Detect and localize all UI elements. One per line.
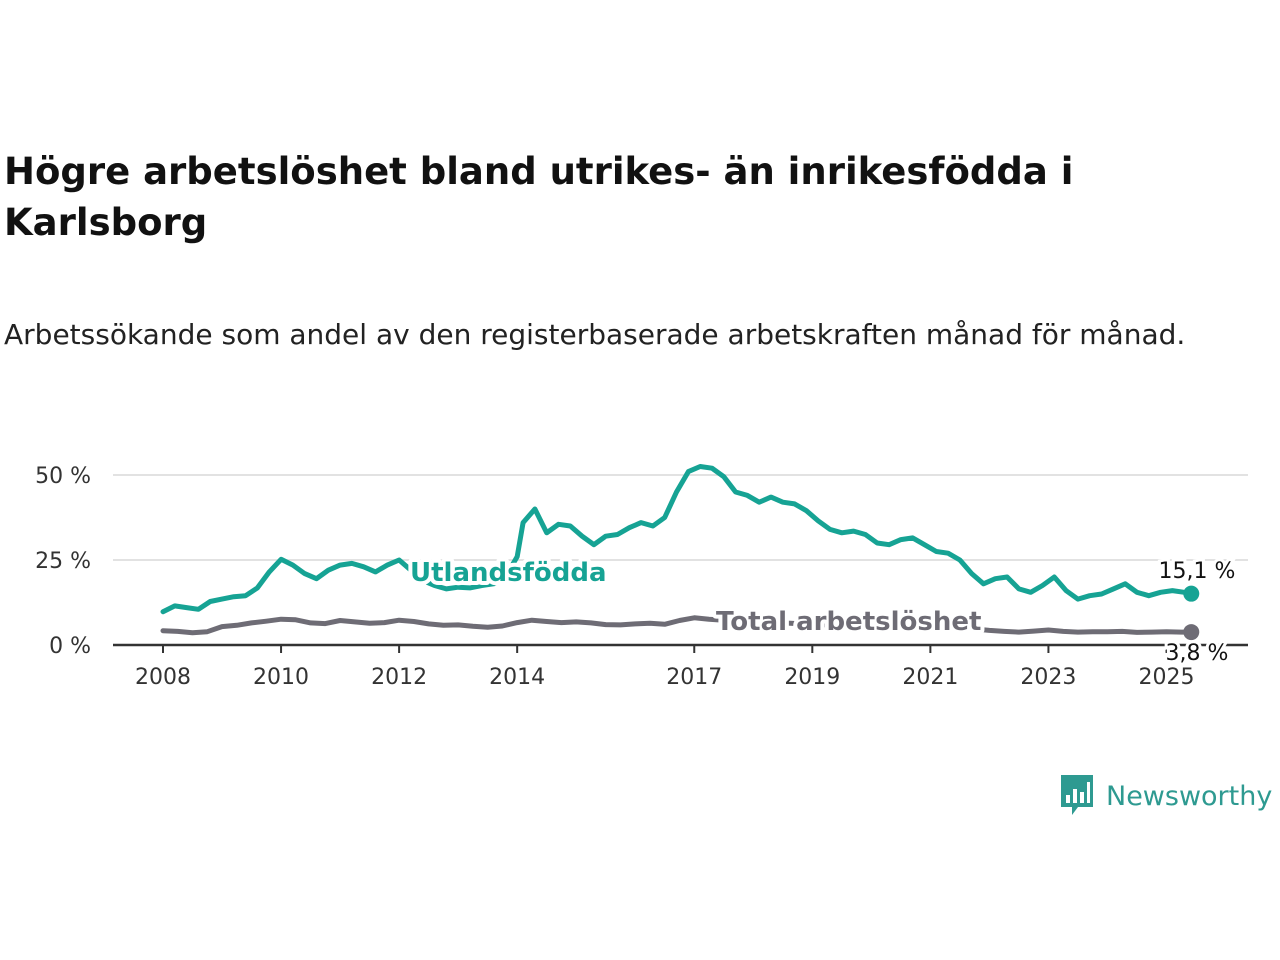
x-tick-label: 2019 [784, 665, 840, 690]
y-tick-label: 50 % [35, 464, 91, 489]
x-tick-label: 2014 [489, 665, 545, 690]
x-tick-label: 2010 [253, 665, 309, 690]
grid-layer [113, 474, 1248, 561]
y-tick-label: 25 % [35, 549, 91, 574]
x-tick-label: 2012 [371, 665, 427, 690]
x-tick-label: 2025 [1138, 665, 1194, 690]
y-tick-label: 0 % [49, 634, 91, 659]
end-value-label-utlandsfodda: 15,1 % [1159, 559, 1236, 584]
page-subtitle: Arbetssökande som andel av den registerb… [4, 318, 1186, 351]
series-line-total [160, 615, 1194, 636]
newsworthy-logo: Newsworthy [1058, 773, 1272, 819]
series-end-point [1183, 624, 1200, 641]
newsworthy-logo-text: Newsworthy [1106, 780, 1273, 812]
end-value-label-total: 3,8 % [1166, 641, 1229, 666]
series-label-utlandsfodda: Utlandsfödda [410, 558, 607, 588]
series-line-utlandsfodda [160, 464, 1194, 615]
label-layer: Utlandsfödda Total arbetslöshet 15,1 % 3,8 … [406, 554, 1238, 669]
series-label-total: Total arbetslöshet [716, 607, 981, 637]
series-layer [160, 464, 1200, 641]
x-tick-label: 2023 [1020, 665, 1076, 690]
page-title: Högre arbetslöshet bland utrikes- än inr… [4, 150, 1074, 244]
newsworthy-logo-icon [1061, 775, 1093, 815]
x-tick-label: 2017 [666, 665, 722, 690]
axis-layer: 0 % 25 % 50 % 2008 2010 2012 2014 2017 2019 2021 2… [35, 464, 1248, 690]
line-chart: 0 % 25 % 50 % 2008 2010 2012 2014 2017 2019 2021 2… [35, 464, 1248, 690]
series-end-point [1183, 585, 1200, 602]
x-tick-label: 2008 [135, 665, 191, 690]
x-tick-label: 2021 [902, 665, 958, 690]
